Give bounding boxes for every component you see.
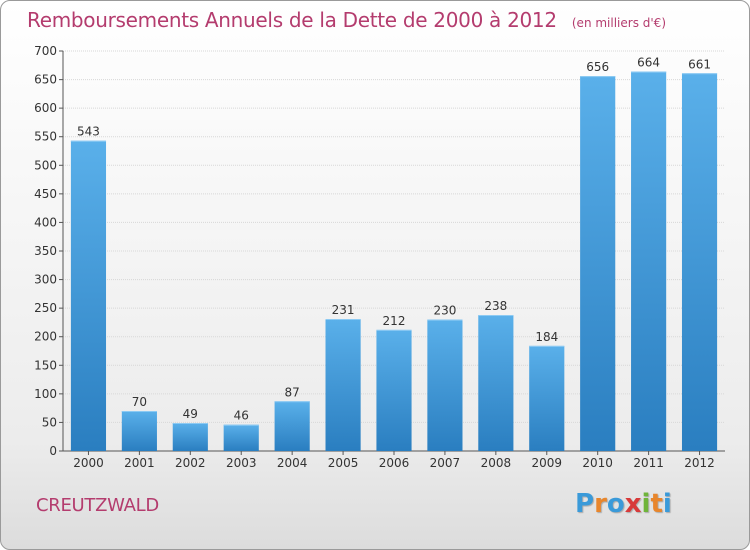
y-tick-label: 350: [34, 244, 57, 258]
y-tick-label: 100: [34, 387, 57, 401]
bar-layer: [70, 71, 718, 452]
y-tick-label: 550: [34, 130, 57, 144]
y-tick-label: 50: [42, 415, 57, 429]
data-label: 184: [535, 330, 558, 344]
y-tick-label: 250: [34, 301, 57, 315]
logo-letter: o: [606, 489, 625, 519]
commune-name: CREUTZWALD: [36, 495, 159, 516]
bar: [631, 71, 667, 452]
x-tick-label: 2003: [226, 456, 257, 470]
x-tick-label: 2002: [175, 456, 206, 470]
data-label: 230: [433, 304, 456, 318]
x-tick-label: 2004: [277, 456, 308, 470]
logo-letter: i: [662, 489, 672, 519]
bar: [70, 140, 107, 451]
x-tick-label: 2012: [684, 456, 715, 470]
x-tick-label: 2010: [582, 456, 613, 470]
logo-letter: x: [624, 489, 642, 519]
bar: [172, 423, 208, 451]
bar: [478, 315, 514, 451]
data-label: 231: [332, 303, 355, 317]
bar: [681, 73, 718, 452]
data-label: 70: [132, 395, 147, 409]
data-label: 87: [285, 385, 300, 399]
x-tick-label: 2001: [124, 456, 155, 470]
data-label: 238: [484, 299, 507, 313]
y-tick-label: 200: [34, 330, 57, 344]
bar: [121, 411, 157, 451]
data-label: 543: [77, 125, 100, 139]
label-layer: 543 70 49 46 87 231 212 230 238 184 656 664 661: [77, 56, 711, 423]
data-label: 664: [637, 56, 660, 70]
x-tick-label: 2007: [430, 456, 461, 470]
proxiti-logo[interactable]: Proxiti: [575, 489, 672, 519]
data-label: 212: [383, 314, 406, 328]
x-tick-label: 2009: [531, 456, 562, 470]
y-tick-label: 500: [34, 158, 57, 172]
y-tick-label: 300: [34, 273, 57, 287]
y-tick-label: 450: [34, 187, 57, 201]
logo-letter: r: [594, 489, 607, 519]
y-tick-label: 400: [34, 215, 57, 229]
y-tick-label: 650: [34, 73, 57, 87]
data-label: 656: [586, 60, 609, 74]
bar: [223, 424, 259, 451]
data-label: 49: [183, 407, 198, 421]
logo-letter: t: [650, 489, 663, 519]
y-tick-label: 700: [34, 44, 57, 58]
x-tick-label: 2005: [328, 456, 359, 470]
x-tick-label: 2006: [379, 456, 410, 470]
axis-layer: 0 50 100 150 200 250 300 350 400 450 500 550 600 650 7…: [34, 44, 725, 470]
bar: [325, 319, 361, 451]
x-tick-label: 2000: [73, 456, 104, 470]
logo-letter: i: [641, 489, 651, 519]
bar: [580, 76, 616, 452]
x-tick-label: 2008: [481, 456, 512, 470]
data-label: 661: [688, 57, 711, 71]
bar: [274, 401, 310, 451]
data-label: 46: [234, 409, 249, 423]
chart-unit: (en milliers d'€): [571, 16, 666, 30]
x-tick-label: 2011: [633, 456, 664, 470]
y-tick-label: 0: [49, 444, 57, 458]
logo-letter: P: [575, 489, 595, 519]
title-row: Remboursements Annuels de la Dette de 20…: [27, 8, 666, 32]
bar: [427, 319, 463, 451]
bar: [529, 345, 565, 451]
y-tick-label: 600: [34, 101, 57, 115]
chart-title: Remboursements Annuels de la Dette de 20…: [27, 8, 557, 32]
bar: [376, 329, 412, 451]
y-tick-label: 150: [34, 358, 57, 372]
